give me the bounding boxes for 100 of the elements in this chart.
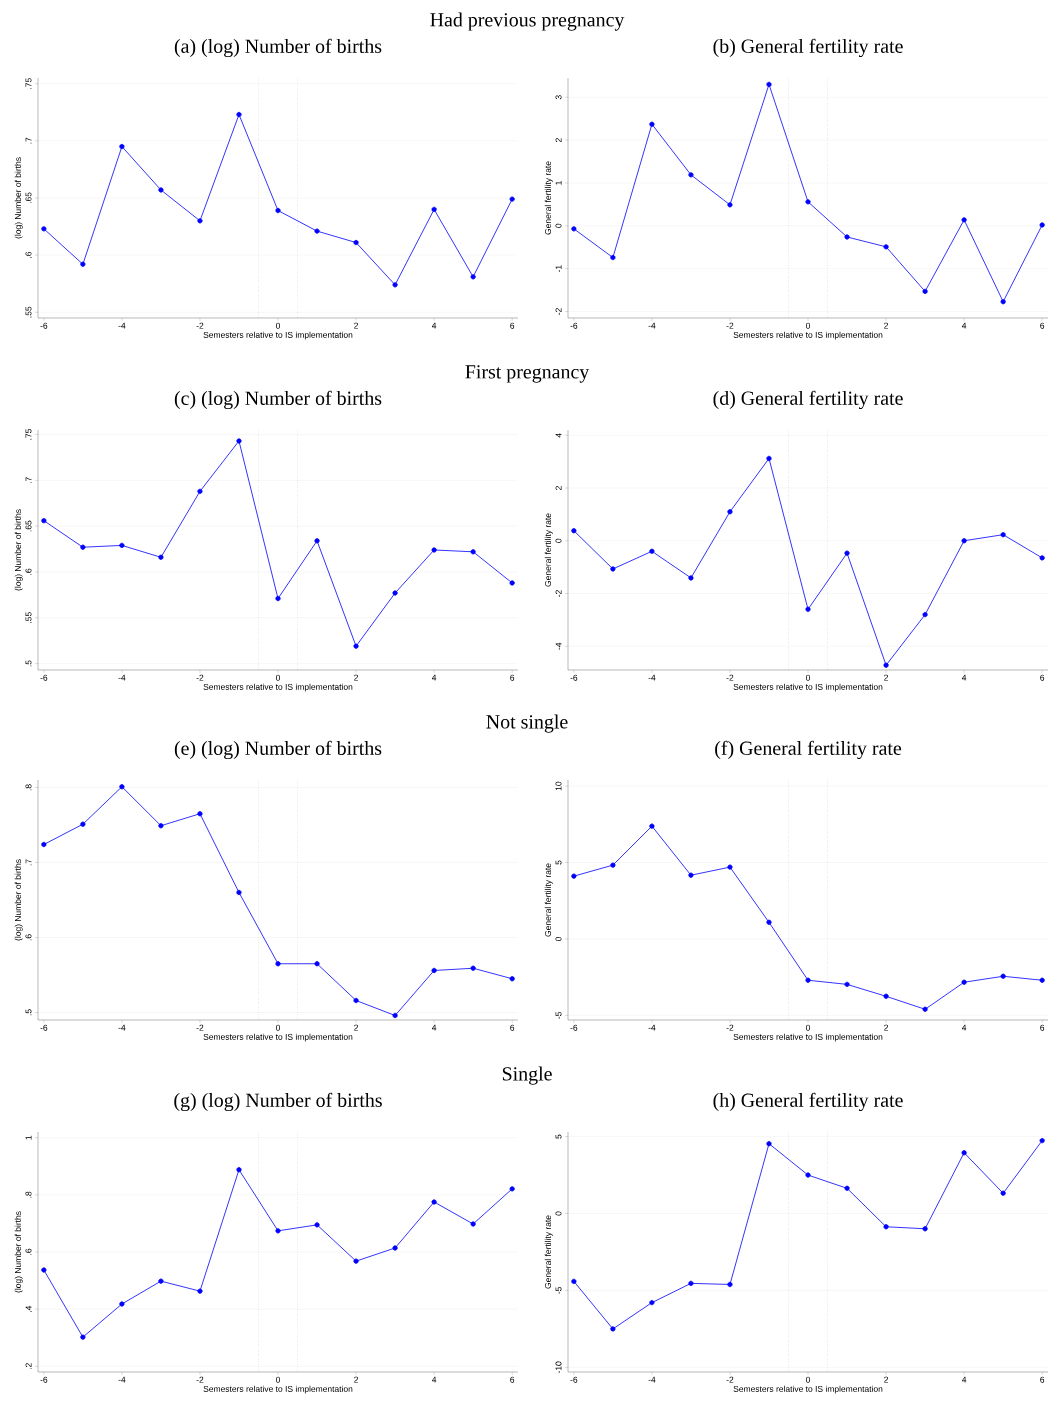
x-tick-label: -2 (726, 322, 734, 329)
point (883, 662, 889, 668)
x-tick-label: 4 (961, 322, 967, 329)
chart-title: (c) (log) Number of births (174, 390, 382, 410)
x-axis-title: Semesters relative to IS implementation (203, 1385, 353, 1394)
point (119, 1301, 125, 1307)
point (509, 580, 515, 586)
point (119, 784, 125, 790)
x-tick-label: -6 (570, 674, 578, 681)
point (961, 217, 967, 223)
chart-title: (h) General fertility rate (713, 1092, 903, 1112)
point (766, 919, 772, 925)
x-tick-label: 0 (275, 1376, 281, 1383)
y-tick-label: 4 (555, 433, 562, 438)
y-tick-label: .7 (25, 859, 32, 866)
x-tick-label: 2 (354, 1376, 358, 1383)
point (80, 544, 86, 550)
x-tick-label: -6 (570, 322, 578, 329)
x-tick-label: 6 (510, 1376, 515, 1383)
x-tick-label: -4 (648, 1376, 656, 1383)
point (41, 518, 47, 524)
x-tick-label: 6 (510, 674, 515, 681)
x-tick-label: 2 (884, 1024, 888, 1031)
point (80, 261, 86, 267)
x-tick-label: 0 (275, 322, 281, 329)
point (1000, 532, 1006, 538)
y-tick-label: 0 (555, 936, 562, 941)
point (610, 1326, 616, 1332)
point (688, 172, 694, 178)
x-axis-title: Semesters relative to IS implementation (733, 1385, 883, 1394)
point (197, 218, 203, 224)
y-tick-label: .55 (25, 306, 32, 318)
x-tick-label: 2 (354, 1024, 358, 1031)
chart-title: (g) (log) Number of births (174, 1092, 382, 1112)
point (392, 590, 398, 596)
chart-title: (b) General fertility rate (713, 38, 903, 58)
point (275, 595, 281, 602)
x-tick-label: -6 (40, 1376, 48, 1383)
x-tick-label: 2 (354, 322, 358, 329)
x-tick-label: -4 (118, 1376, 126, 1383)
point (119, 542, 125, 548)
point (844, 550, 850, 556)
point (470, 1221, 476, 1227)
y-tick-label: 3 (555, 95, 562, 100)
point (922, 1226, 928, 1232)
x-tick-label: 0 (805, 1024, 811, 1031)
point (883, 244, 889, 250)
point (353, 997, 359, 1004)
x-tick-label: -2 (196, 1376, 204, 1383)
x-tick-label: -4 (118, 1024, 126, 1031)
point (275, 961, 281, 967)
point (766, 81, 772, 87)
point (314, 961, 320, 967)
x-tick-label: -4 (648, 674, 656, 681)
y-tick-label: .75 (25, 429, 32, 440)
point (805, 1172, 811, 1178)
point (844, 234, 850, 240)
point (649, 823, 655, 829)
point (470, 274, 476, 280)
y-tick-label: .5 (25, 1009, 32, 1016)
point (610, 254, 616, 261)
y-tick-label: .6 (25, 568, 32, 575)
point (1039, 1138, 1045, 1144)
y-axis-title: General fertility rate (544, 863, 553, 937)
point (392, 282, 398, 288)
point (1039, 222, 1045, 228)
point (844, 981, 850, 987)
point (236, 889, 242, 896)
point (727, 202, 733, 208)
y-axis-title: (log) Number of births (14, 859, 23, 941)
point (610, 566, 616, 572)
point (883, 993, 889, 999)
point (353, 643, 359, 649)
point (158, 554, 164, 560)
point (275, 1228, 281, 1234)
y-tick-label: 5 (555, 1134, 562, 1139)
point (314, 1222, 320, 1228)
point (649, 548, 655, 554)
x-axis-title: Semesters relative to IS implementation (733, 1033, 883, 1042)
y-tick-label: 2 (555, 138, 562, 143)
y-tick-label: -2 (555, 308, 562, 315)
y-axis-title: (log) Number of births (14, 157, 23, 239)
point (509, 1186, 515, 1192)
point (314, 538, 320, 544)
x-tick-label: 2 (884, 674, 888, 681)
x-tick-label: 6 (1040, 1024, 1045, 1031)
x-tick-label: 2 (884, 322, 888, 329)
point (431, 206, 437, 212)
point (509, 976, 515, 982)
x-tick-label: -4 (118, 674, 126, 681)
y-tick-label: .5 (25, 660, 32, 667)
point (197, 811, 203, 817)
x-tick-label: 6 (1040, 322, 1045, 329)
y-tick-label: .55 (25, 612, 32, 623)
point (41, 841, 47, 848)
point (275, 207, 281, 214)
point (610, 862, 616, 868)
y-tick-label: 0 (555, 538, 562, 543)
x-tick-label: 6 (1040, 674, 1045, 681)
point (961, 979, 967, 985)
